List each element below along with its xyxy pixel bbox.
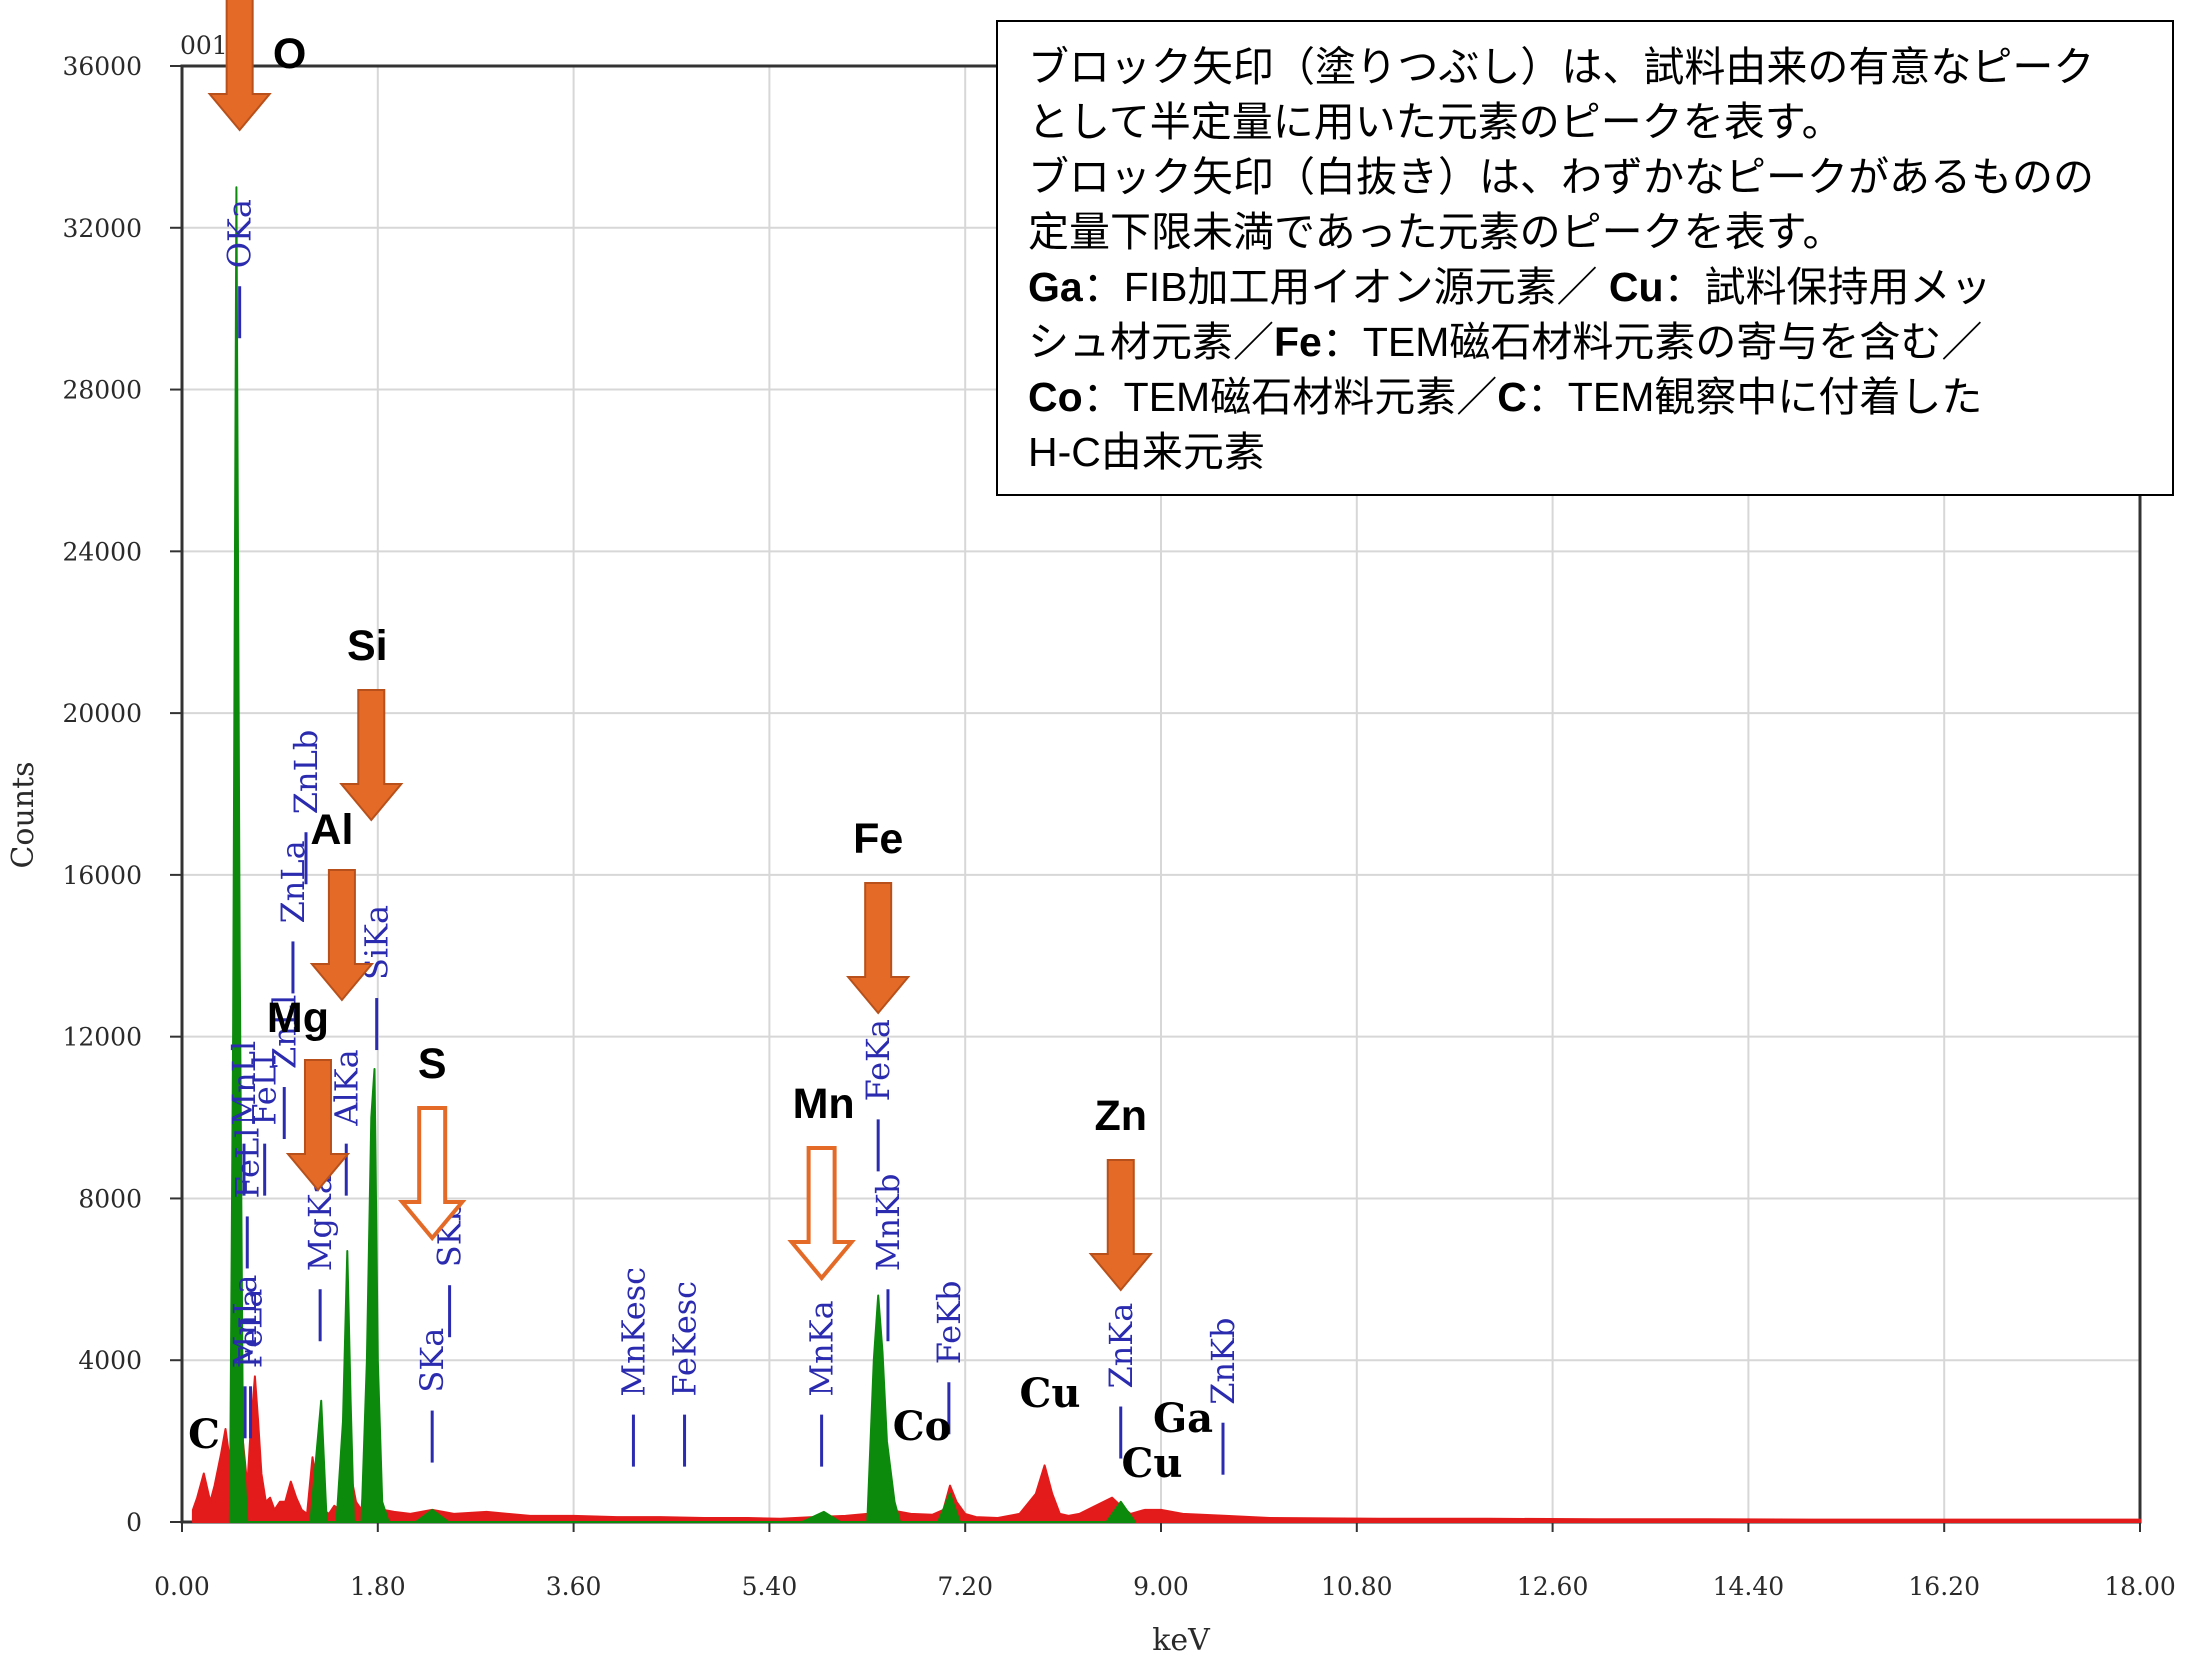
y-tick-label: 28000 [62,376,142,405]
y-tick-label: 24000 [62,537,142,566]
peak-label-mnkb: MnKb [869,1173,907,1271]
x-tick-label: 12.60 [1517,1572,1589,1601]
x-tick-label: 0.00 [154,1572,210,1601]
note-line-2: として半定量に用いた元素のピークを表す。 [1028,99,1843,145]
note-line-1: ブロック矢印（塗りつぶし）は、試料由来の有意なピーク [1028,44,2095,90]
arrow-s [397,1106,467,1242]
element-label-zn: Zn [1094,1092,1147,1140]
peak-label-fela: FeLa [232,1289,270,1369]
note-line-8: H-C由来元素 [1028,429,1265,475]
arrow-mg [285,1059,351,1192]
spectrum-series [191,186,2141,1523]
peak-label-znlb: ZnLb [287,730,325,815]
note-line-6: シュ材元素／Fe：TEM磁石材料元素の寄与を含む／ [1028,315,2152,370]
x-tick-label: 5.40 [742,1572,798,1601]
note-cu-text: ：試料保持用メッ [1663,264,1992,310]
spurious-label-co: Co [893,1403,952,1450]
note-c-text: ：TEM観察中に付着した [1526,374,1983,420]
note-co-text: ：TEM磁石材料元素／ [1082,374,1498,420]
peak-label-ska: SKa [413,1328,451,1393]
legend-note: ブロック矢印（塗りつぶし）は、試料由来の有意なピーク として半定量に用いた元素の… [996,20,2174,496]
spurious-label-cu: Cu [1122,1440,1183,1487]
note-ga: Ga [1028,264,1083,310]
peak-label-feka: FeKa [859,1019,897,1101]
peak-label-mnka: MnKa [803,1300,841,1396]
x-tick-label: 7.20 [937,1572,993,1601]
element-label-s: S [418,1040,447,1088]
x-tick-label: 18.00 [2104,1572,2176,1601]
note-line-7: Co：TEM磁石材料元素／C：TEM観察中に付着した [1028,370,2152,425]
peak-label-fekb: FeKb [930,1280,968,1364]
spurious-label-c: C [188,1411,220,1458]
arrow-zn [1088,1159,1153,1292]
peak-label-fekesc: FeKesc [666,1281,704,1397]
peak-label-fell: FeLl [228,1128,266,1199]
element-label-mg: Mg [267,994,329,1042]
x-tick-label: 10.80 [1321,1572,1393,1601]
peak-label-znll: ZnLl [265,995,303,1069]
y-tick-label: 12000 [62,1023,142,1052]
note-line-3: ブロック矢印（白抜き）は、わずかなピークがあるものの [1028,154,2094,200]
spurious-label-ga: Ga [1153,1395,1213,1442]
spectrum-background [191,1298,2141,1523]
arrow-si [339,689,404,822]
peak-label-fell: FeLl [246,1055,284,1126]
note-line-5: Ga：FIB加工用イオン源元素／ Cu：試料保持用メッ [1028,260,2152,315]
spectrum-fitted-peaks [228,186,1136,1523]
y-tick-label: 4000 [78,1346,142,1375]
arrow-al [309,869,375,1002]
x-tick-label: 1.80 [350,1572,406,1601]
x-tick-label: 3.60 [546,1572,602,1601]
peak-label-mnkesc: MnKesc [614,1267,652,1397]
element-label-o: O [273,30,306,78]
x-tick-label: 14.40 [1713,1572,1785,1601]
y-tick-label: 8000 [78,1184,142,1213]
arrow-fe [846,882,911,1015]
x-tick-label: 16.20 [1908,1572,1980,1601]
y-tick-label: 0 [126,1508,142,1537]
note-ga-text: ：FIB加工用イオン源元素／ [1082,264,1598,310]
spurious-label-cu: Cu [1020,1370,1081,1417]
x-axis-ticks: 0.00 1.80 3.60 5.40 7.20 9.00 10.80 12.60 14.40 1… [154,1522,2176,1601]
y-tick-label: 16000 [62,861,142,890]
element-label-si: Si [347,622,388,670]
peak-label-mgka: MgKa [301,1175,339,1271]
y-tick-label: 36000 [62,52,142,81]
element-arrows: O Si Al Mg S Mn Fe Zn [207,0,1153,1292]
note-line6-pre: シュ材元素／ [1028,319,1274,365]
element-label-fe: Fe [853,815,903,863]
x-axis-title: keV [1152,1623,1211,1658]
y-tick-label: 32000 [62,214,142,243]
y-tick-label: 20000 [62,699,142,728]
x-tick-label: 9.00 [1133,1572,1189,1601]
peak-label-mnll: MnLl [225,1041,263,1126]
arrow-mn [787,1146,856,1282]
note-co: Co [1028,374,1083,420]
peak-label-mnla: MnLa [226,1275,264,1369]
peak-label-alka: AlKa [327,1049,365,1126]
note-fe-text: ：TEM磁石材料元素の寄与を含む／ [1321,319,1983,365]
element-label-al: Al [310,806,353,854]
note-cu: Cu [1608,264,1664,310]
peak-label-znkb: ZnKb [1204,1317,1242,1404]
peak-label-oka: OKa [221,199,259,268]
element-label-mn: Mn [793,1080,855,1128]
note-fe: Fe [1274,319,1322,365]
y-axis-title: Counts [6,761,41,868]
arrow-o [207,0,272,132]
peak-labels: OKaMnLaFeLaFeLlMnLlFeLlZnLlZnLaZnLbMgKaA… [221,199,1242,1475]
note-c: C [1497,374,1527,420]
note-line-4: 定量下限未満であった元素のピークを表す。 [1028,209,1844,255]
peak-label-znka: ZnKa [1102,1303,1140,1389]
y-axis-ticks: 0 4000 8000 12000 16000 20000 24000 28000 32000 3… [62,52,182,1537]
spectrum-top-label: 001 [180,31,228,60]
